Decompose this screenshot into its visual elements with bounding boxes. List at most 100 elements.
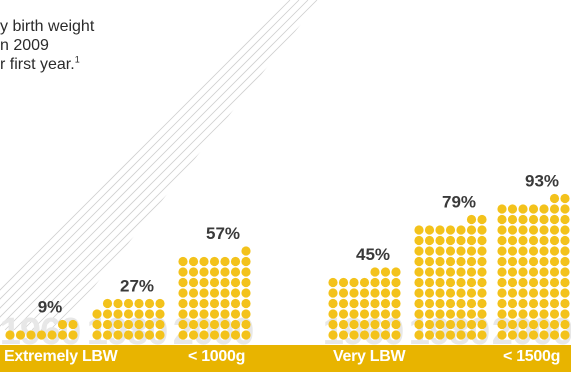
dot-very-lbw-2000 bbox=[539, 298, 549, 309]
dot-extremely-lbw-2000 bbox=[209, 277, 220, 288]
dot-extremely-lbw-1980 bbox=[102, 330, 113, 340]
dot-very-lbw-2000 bbox=[560, 330, 570, 340]
percent-label: 79% bbox=[442, 193, 476, 212]
dot-very-lbw-2000 bbox=[528, 309, 539, 319]
dot-extremely-lbw-1960 bbox=[68, 330, 78, 340]
dot-very-lbw-1960 bbox=[338, 277, 349, 288]
dot-very-lbw-1960 bbox=[370, 267, 380, 277]
dot-extremely-lbw-2000 bbox=[220, 288, 230, 298]
dot-extremely-lbw-1980 bbox=[155, 319, 165, 330]
group2-threshold: < 1500g bbox=[503, 348, 561, 365]
dot-very-lbw-2000 bbox=[507, 309, 518, 319]
dot-very-lbw-1960 bbox=[391, 288, 401, 298]
dot-very-lbw-1960 bbox=[380, 288, 391, 298]
dot-very-lbw-1980 bbox=[477, 225, 487, 235]
dot-extremely-lbw-1980 bbox=[144, 309, 155, 319]
dot-very-lbw-1960 bbox=[380, 298, 391, 309]
dot-very-lbw-1960 bbox=[359, 298, 370, 309]
dot-very-lbw-2000 bbox=[497, 214, 507, 225]
dot-very-lbw-1980 bbox=[424, 288, 435, 298]
dot-extremely-lbw-1980 bbox=[113, 298, 123, 309]
hatch-line bbox=[0, 0, 291, 291]
dot-very-lbw-1980 bbox=[445, 225, 456, 235]
dot-very-lbw-2000 bbox=[528, 235, 539, 246]
dot-very-lbw-2000 bbox=[549, 204, 560, 214]
dot-extremely-lbw-1980 bbox=[102, 319, 113, 330]
dot-extremely-lbw-1980 bbox=[92, 309, 102, 319]
dot-very-lbw-2000 bbox=[518, 319, 528, 330]
dot-very-lbw-1960 bbox=[328, 319, 338, 330]
dot-very-lbw-2000 bbox=[507, 267, 518, 277]
dot-extremely-lbw-1980 bbox=[123, 330, 134, 340]
dot-very-lbw-1980 bbox=[414, 277, 424, 288]
dot-very-lbw-1980 bbox=[414, 288, 424, 298]
dot-very-lbw-1960 bbox=[359, 277, 370, 288]
dot-very-lbw-2000 bbox=[518, 214, 528, 225]
dot-very-lbw-2000 bbox=[497, 319, 507, 330]
dot-very-lbw-2000 bbox=[528, 267, 539, 277]
dot-very-lbw-2000 bbox=[518, 235, 528, 246]
dot-extremely-lbw-2000 bbox=[241, 277, 251, 288]
dot-very-lbw-2000 bbox=[528, 256, 539, 267]
dot-extremely-lbw-1980 bbox=[144, 319, 155, 330]
dot-very-lbw-1980 bbox=[414, 330, 424, 340]
dot-very-lbw-2000 bbox=[560, 277, 570, 288]
dot-very-lbw-1980 bbox=[424, 267, 435, 277]
dot-very-lbw-1960 bbox=[380, 330, 391, 340]
dot-extremely-lbw-1960 bbox=[57, 319, 68, 330]
dot-extremely-lbw-1980 bbox=[113, 319, 123, 330]
group2-name: Very LBW bbox=[333, 348, 406, 365]
dot-very-lbw-1980 bbox=[445, 277, 456, 288]
dot-very-lbw-2000 bbox=[497, 256, 507, 267]
dot-very-lbw-2000 bbox=[560, 235, 570, 246]
dot-very-lbw-1980 bbox=[435, 235, 445, 246]
dot-extremely-lbw-1980 bbox=[92, 330, 102, 340]
dot-very-lbw-1960 bbox=[359, 330, 370, 340]
dot-very-lbw-2000 bbox=[549, 319, 560, 330]
dot-very-lbw-2000 bbox=[539, 235, 549, 246]
dot-very-lbw-2000 bbox=[560, 256, 570, 267]
dot-extremely-lbw-1980 bbox=[92, 319, 102, 330]
dot-extremely-lbw-2000 bbox=[220, 256, 230, 267]
dot-extremely-lbw-2000 bbox=[178, 277, 188, 288]
dot-extremely-lbw-2000 bbox=[188, 319, 199, 330]
dot-very-lbw-2000 bbox=[549, 288, 560, 298]
dot-very-lbw-1960 bbox=[391, 267, 401, 277]
dot-extremely-lbw-1980 bbox=[134, 319, 144, 330]
dot-very-lbw-2000 bbox=[549, 277, 560, 288]
dot-very-lbw-2000 bbox=[528, 330, 539, 340]
dot-very-lbw-1980 bbox=[466, 319, 477, 330]
dot-very-lbw-1980 bbox=[445, 309, 456, 319]
percent-label: 45% bbox=[356, 245, 390, 264]
hatch-line bbox=[0, 0, 318, 318]
dot-extremely-lbw-2000 bbox=[199, 267, 209, 277]
dot-very-lbw-2000 bbox=[507, 214, 518, 225]
dot-very-lbw-2000 bbox=[549, 330, 560, 340]
dot-extremely-lbw-2000 bbox=[188, 288, 199, 298]
dot-extremely-lbw-1960 bbox=[26, 330, 36, 340]
dot-very-lbw-1980 bbox=[435, 319, 445, 330]
dot-very-lbw-2000 bbox=[497, 246, 507, 256]
dot-extremely-lbw-2000 bbox=[230, 319, 241, 330]
dot-very-lbw-2000 bbox=[518, 309, 528, 319]
dot-columns bbox=[5, 193, 570, 340]
dot-very-lbw-1980 bbox=[435, 277, 445, 288]
dot-very-lbw-2000 bbox=[549, 193, 560, 204]
dot-extremely-lbw-2000 bbox=[230, 277, 241, 288]
dot-very-lbw-1980 bbox=[466, 225, 477, 235]
dot-very-lbw-2000 bbox=[549, 225, 560, 235]
dot-very-lbw-1980 bbox=[456, 309, 466, 319]
dot-very-lbw-1980 bbox=[456, 277, 466, 288]
dot-very-lbw-2000 bbox=[539, 204, 549, 214]
dot-very-lbw-1980 bbox=[456, 319, 466, 330]
dot-very-lbw-1960 bbox=[380, 309, 391, 319]
dot-very-lbw-2000 bbox=[518, 330, 528, 340]
dot-very-lbw-1980 bbox=[477, 309, 487, 319]
dot-very-lbw-2000 bbox=[549, 246, 560, 256]
dot-very-lbw-1960 bbox=[338, 330, 349, 340]
dot-very-lbw-2000 bbox=[518, 225, 528, 235]
dot-extremely-lbw-2000 bbox=[188, 267, 199, 277]
dot-very-lbw-1980 bbox=[414, 319, 424, 330]
dot-very-lbw-1980 bbox=[435, 246, 445, 256]
dot-extremely-lbw-2000 bbox=[241, 319, 251, 330]
